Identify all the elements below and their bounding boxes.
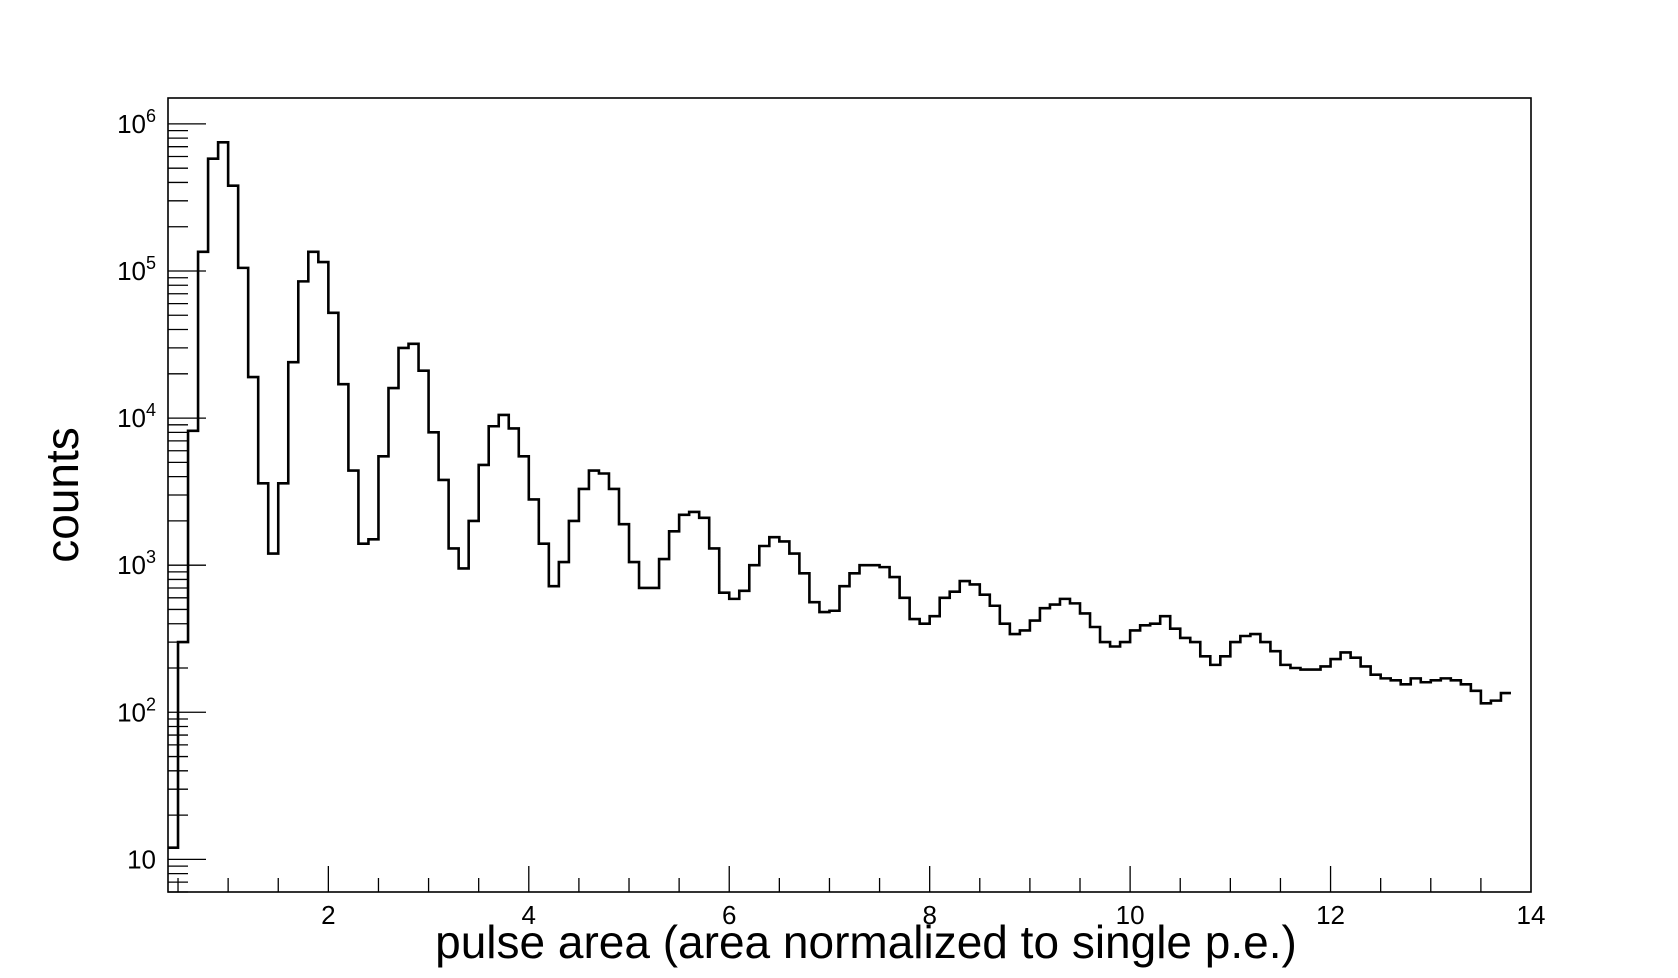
x-tick-label: 2	[321, 900, 335, 930]
x-tick-label: 12	[1316, 900, 1345, 930]
x-tick-label: 6	[722, 900, 736, 930]
y-tick-label: 103	[117, 547, 156, 580]
y-tick-label: 106	[117, 106, 156, 139]
x-tick-label: 14	[1517, 900, 1546, 930]
plot-frame	[167, 97, 1532, 893]
x-tick-label: 10	[1116, 900, 1145, 930]
x-tick-label: 8	[922, 900, 936, 930]
y-axis-title: counts	[36, 427, 88, 563]
x-axis-title: pulse area (area normalized to single p.…	[435, 916, 1297, 968]
y-tick-label: 10	[127, 844, 156, 874]
y-tick-label: 105	[117, 253, 156, 286]
y-tick-label: 104	[117, 400, 156, 433]
x-tick-label: 4	[522, 900, 536, 930]
histogram-series-line	[168, 140, 1511, 850]
y-tick-label: 102	[117, 694, 156, 727]
